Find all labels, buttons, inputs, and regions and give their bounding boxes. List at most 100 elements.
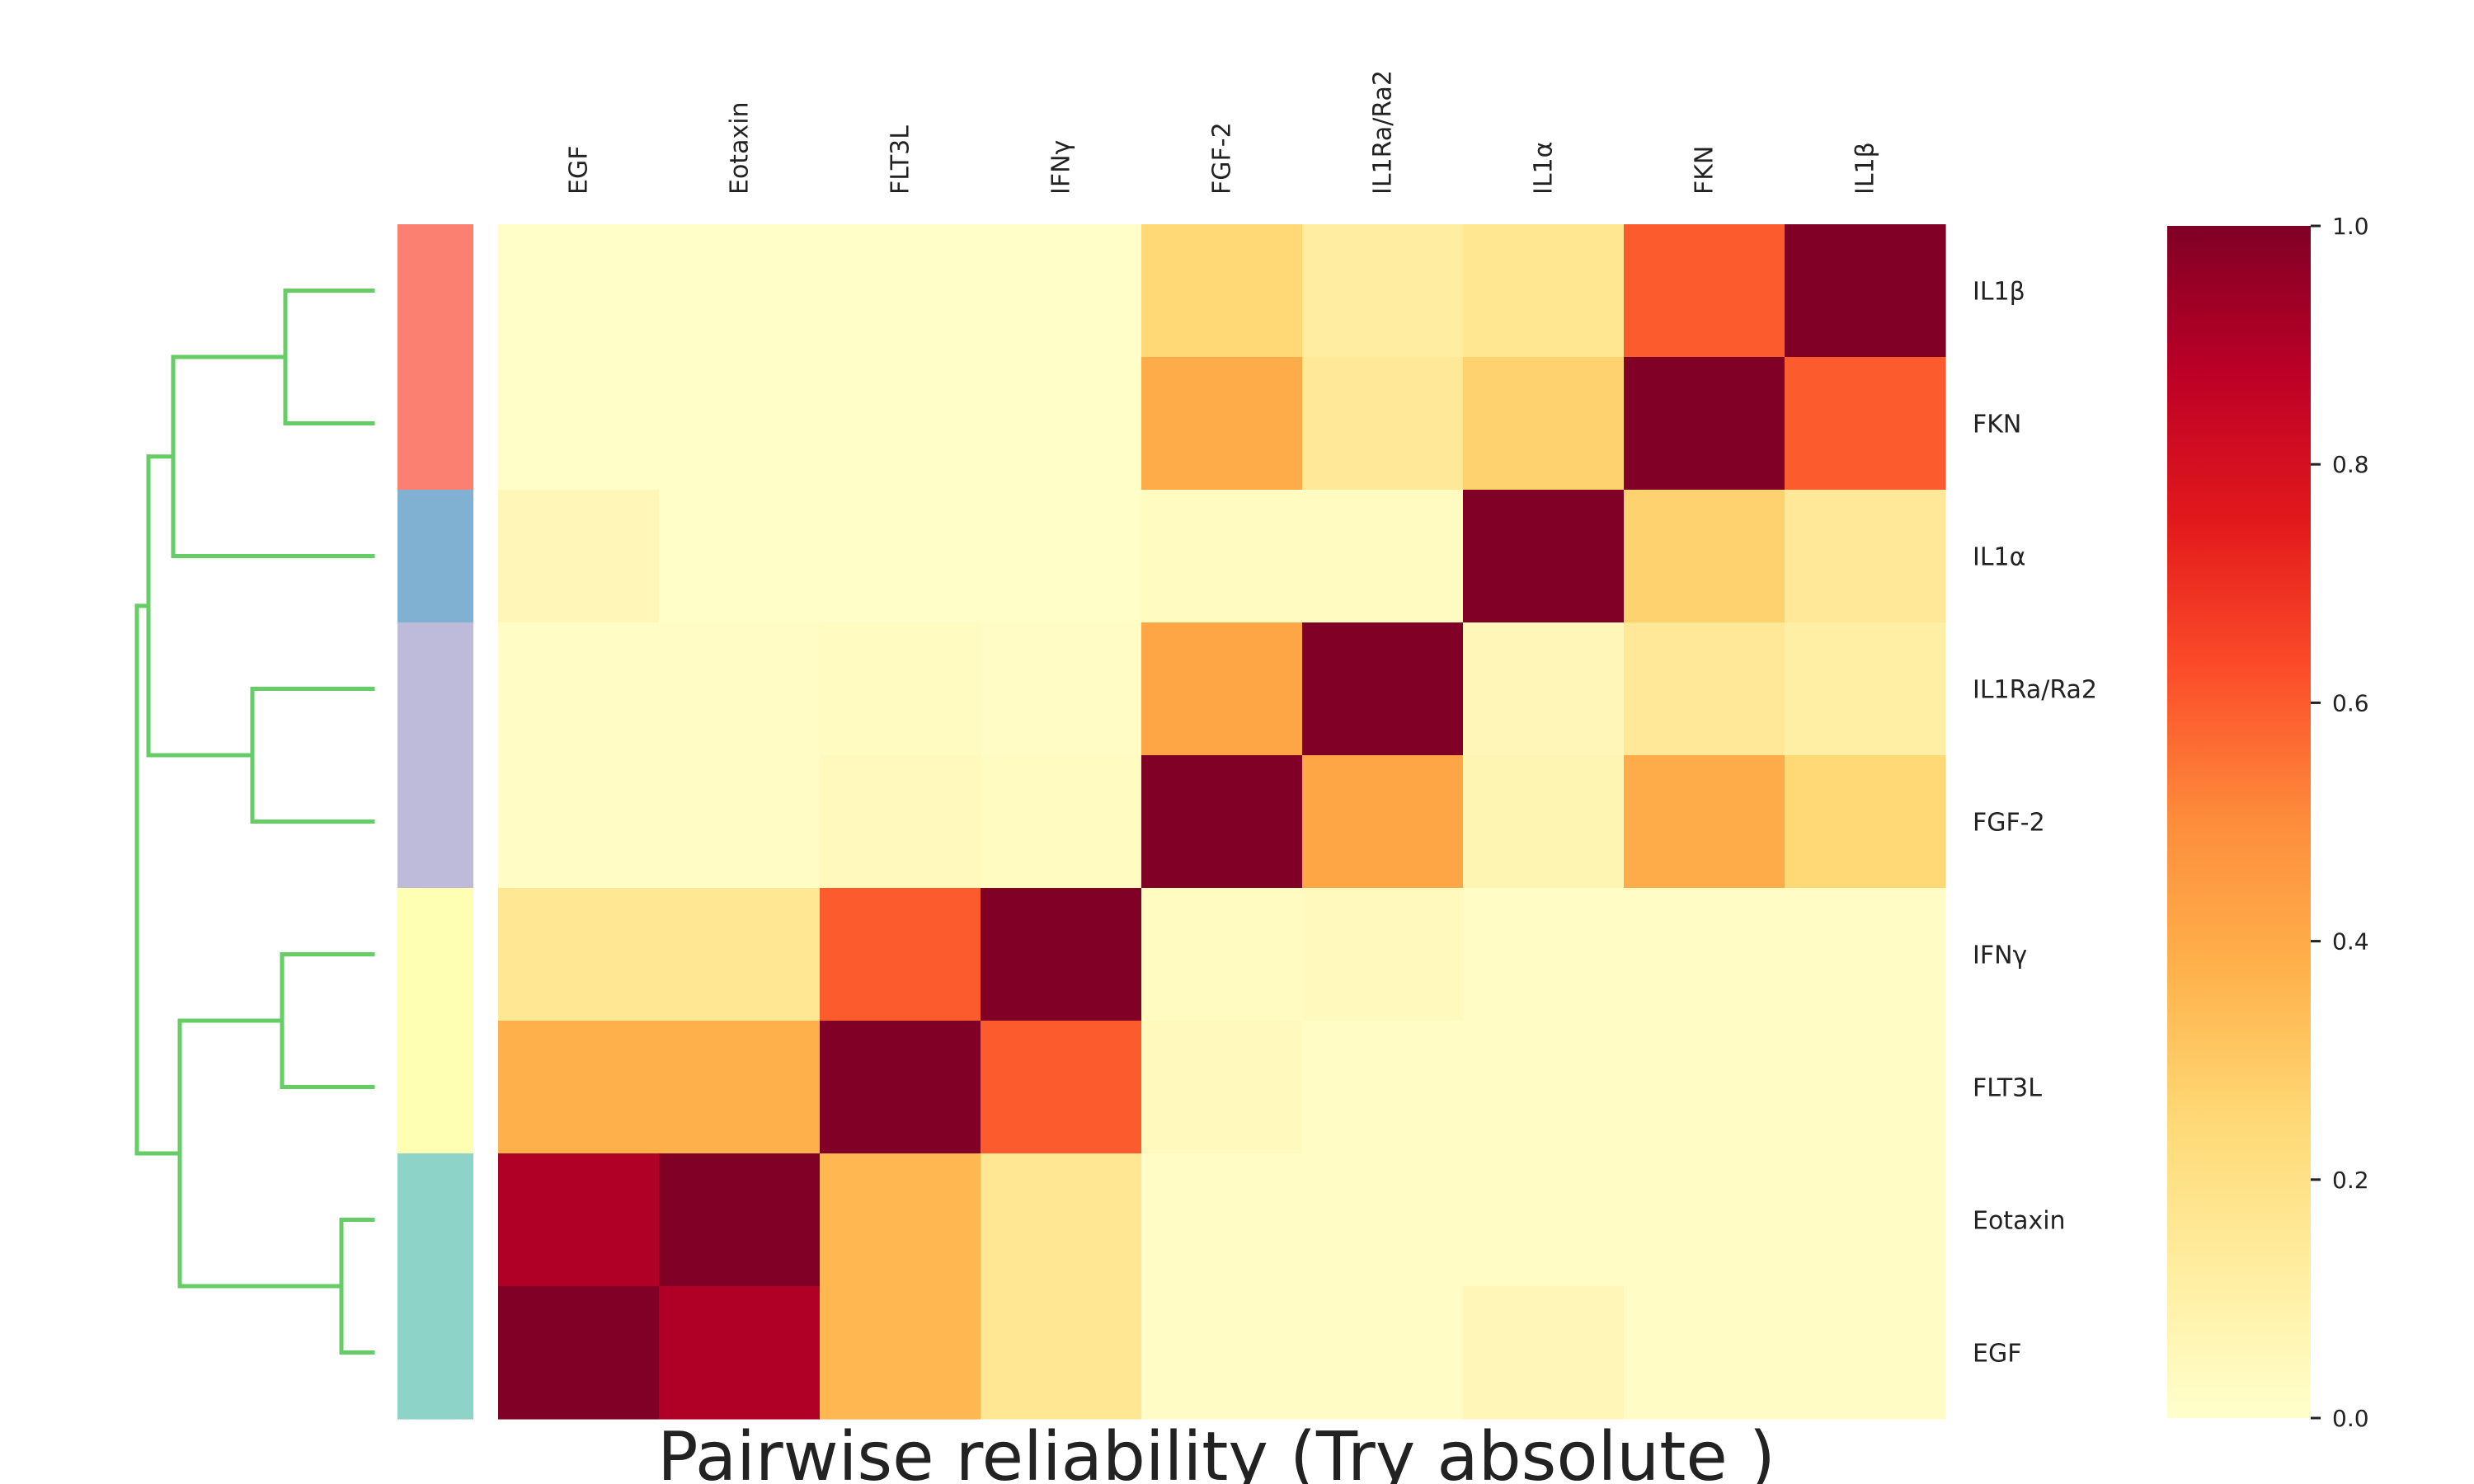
heatmap-cell bbox=[498, 490, 660, 623]
heatmap-cell bbox=[1463, 888, 1625, 1021]
heatmap-cell bbox=[1141, 490, 1303, 623]
heatmap-cell bbox=[820, 888, 981, 1021]
colorbar-tick-label: 0.4 bbox=[2332, 928, 2369, 956]
heatmap-cell bbox=[1302, 490, 1464, 623]
heatmap-cell bbox=[1785, 1286, 1946, 1420]
row-group-color bbox=[397, 224, 473, 358]
column-label: IFNγ bbox=[1047, 140, 1076, 195]
heatmap-cell bbox=[820, 622, 981, 756]
column-label: IL1β bbox=[1851, 142, 1880, 195]
row-group-color bbox=[397, 755, 473, 889]
heatmap-cell bbox=[1302, 755, 1464, 889]
chart-title: Pairwise reliability (Try absolute ) bbox=[657, 1418, 1776, 1484]
row-label: IFNγ bbox=[1973, 942, 2027, 970]
heatmap-cell bbox=[659, 1286, 821, 1420]
heatmap-cell bbox=[1463, 755, 1625, 889]
heatmap-cell bbox=[1624, 755, 1785, 889]
heatmap-cell bbox=[820, 1286, 981, 1420]
heatmap-cells bbox=[498, 224, 1946, 1420]
row-group-color bbox=[397, 357, 473, 491]
heatmap-cell bbox=[1463, 1153, 1625, 1287]
row-label: IL1β bbox=[1973, 278, 2025, 307]
colorbar-tick-label: 0.6 bbox=[2332, 689, 2369, 716]
heatmap-cell bbox=[1141, 755, 1303, 889]
colorbar-gradient bbox=[2167, 226, 2311, 1418]
heatmap-cell bbox=[659, 1021, 821, 1154]
column-labels: EGF Eotaxin FLT3L IFNγ FGF-2 IL1Ra/Ra2 IL1α FKN… bbox=[565, 70, 1880, 195]
column-label: IL1α bbox=[1530, 142, 1559, 195]
colorbar: 0.0 0.2 0.4 0.6 0.8 1.0 bbox=[2167, 213, 2369, 1432]
row-group-color bbox=[397, 888, 473, 1021]
column-label: Eotaxin bbox=[726, 101, 755, 195]
heatmap-cell bbox=[659, 224, 821, 358]
row-group-color bbox=[397, 622, 473, 756]
heatmap-cell bbox=[820, 357, 981, 491]
heatmap-cell bbox=[1463, 1021, 1625, 1154]
heatmap-cell bbox=[1302, 1021, 1464, 1154]
colorbar-tick-label: 0.0 bbox=[2332, 1405, 2369, 1432]
heatmap-cell bbox=[981, 622, 1142, 756]
heatmap-cell bbox=[498, 1286, 660, 1420]
heatmap-cell bbox=[1302, 1153, 1464, 1287]
heatmap-cell bbox=[1785, 1021, 1946, 1154]
heatmap-cell bbox=[1302, 224, 1464, 358]
heatmap-cell bbox=[820, 1021, 981, 1154]
heatmap-cell bbox=[1624, 1153, 1785, 1287]
column-label: EGF bbox=[565, 146, 594, 195]
row-dendrogram bbox=[134, 289, 375, 1355]
heatmap-cell bbox=[1624, 490, 1785, 623]
heatmap-cell bbox=[498, 357, 660, 491]
heatmap-cell bbox=[1141, 1021, 1303, 1154]
row-label: FGF-2 bbox=[1973, 809, 2045, 838]
heatmap-cell bbox=[1785, 1153, 1946, 1287]
heatmap-cell bbox=[659, 357, 821, 491]
heatmap-cell bbox=[981, 357, 1142, 491]
colorbar-tick-label: 0.8 bbox=[2332, 451, 2369, 478]
heatmap-cell bbox=[659, 755, 821, 889]
heatmap-cell bbox=[1302, 622, 1464, 756]
colorbar-tick-label: 0.2 bbox=[2332, 1167, 2369, 1194]
heatmap-cell bbox=[659, 622, 821, 756]
heatmap-cell bbox=[1141, 1153, 1303, 1287]
heatmap-cell bbox=[981, 224, 1142, 358]
heatmap-cell bbox=[498, 1021, 660, 1154]
heatmap-cell bbox=[1624, 888, 1785, 1021]
heatmap-cell bbox=[1141, 1286, 1303, 1420]
heatmap-cell bbox=[1624, 1021, 1785, 1154]
heatmap-cell bbox=[659, 490, 821, 623]
heatmap-cell bbox=[1785, 622, 1946, 756]
column-label: FKN bbox=[1691, 146, 1719, 195]
heatmap-cell bbox=[820, 224, 981, 358]
heatmap-cell bbox=[1785, 224, 1946, 358]
heatmap-cell bbox=[1141, 888, 1303, 1021]
row-label: FKN bbox=[1973, 411, 2021, 439]
heatmap-cell bbox=[820, 1153, 981, 1287]
row-label: IL1α bbox=[1973, 543, 2025, 572]
heatmap-cell bbox=[981, 888, 1142, 1021]
row-group-color bbox=[397, 1286, 473, 1420]
heatmap-cell bbox=[1302, 1286, 1464, 1420]
column-label: IL1Ra/Ra2 bbox=[1369, 70, 1398, 195]
heatmap-cell bbox=[820, 755, 981, 889]
row-group-color bbox=[397, 490, 473, 623]
heatmap-cell bbox=[1302, 888, 1464, 1021]
heatmap-cell bbox=[1785, 490, 1946, 623]
heatmap-cell bbox=[1463, 1286, 1625, 1420]
heatmap-cell bbox=[1624, 357, 1785, 491]
heatmap-cell bbox=[659, 888, 821, 1021]
heatmap-cell bbox=[498, 224, 660, 358]
heatmap-cell bbox=[1785, 357, 1946, 491]
column-label: FGF-2 bbox=[1208, 122, 1237, 195]
row-group-color-bar bbox=[397, 224, 473, 1420]
heatmap-cell bbox=[1624, 622, 1785, 756]
heatmap-cell bbox=[1463, 622, 1625, 756]
heatmap-cell bbox=[1624, 224, 1785, 358]
heatmap-cell bbox=[1141, 357, 1303, 491]
row-label: Eotaxin bbox=[1973, 1207, 2066, 1236]
heatmap-cell bbox=[1785, 888, 1946, 1021]
row-labels: IL1β FKN IL1α IL1Ra/Ra2 FGF-2 IFNγ FLT3L Eotaxi… bbox=[1973, 278, 2097, 1369]
heatmap-cell bbox=[981, 490, 1142, 623]
heatmap-cell bbox=[1141, 224, 1303, 358]
heatmap-cell bbox=[498, 622, 660, 756]
